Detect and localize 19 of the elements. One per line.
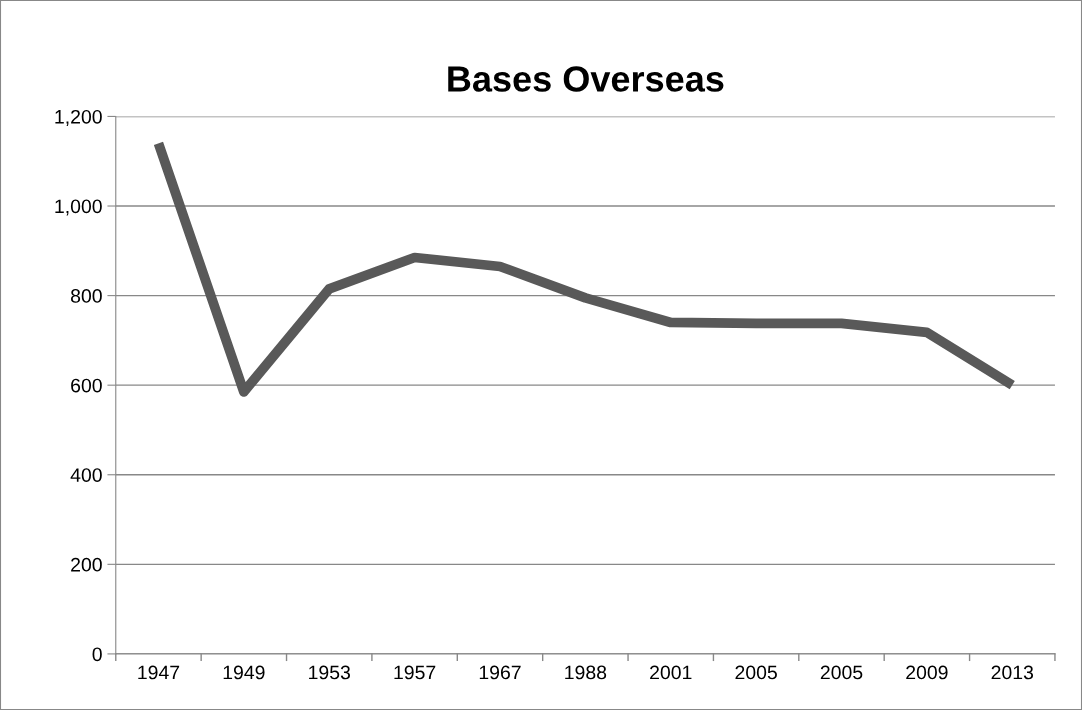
- chart-title: Bases Overseas: [448, 66, 724, 92]
- y-tick-label: 600: [71, 378, 102, 393]
- x-tick-label: 2005: [820, 665, 863, 680]
- x-tick-label: 2001: [650, 665, 692, 680]
- x-tick-label: 2005: [735, 665, 777, 680]
- x-tick-label: 1949: [223, 665, 265, 680]
- x-tick-label: 1953: [309, 665, 350, 680]
- x-tick-label: 2013: [991, 665, 1034, 680]
- x-tick-label: 1988: [565, 665, 607, 680]
- x-tick-label: 1967: [479, 665, 521, 680]
- y-tick-label: 1,000: [55, 199, 102, 216]
- x-tick-label: 1957: [394, 665, 436, 680]
- y-tick-label: 0: [92, 647, 102, 662]
- x-tick-label: 1947: [138, 665, 180, 680]
- y-tick-label: 200: [71, 557, 102, 572]
- x-tick-label: 2009: [906, 665, 948, 680]
- y-tick-label: 400: [70, 468, 102, 482]
- y-tick-label: 800: [70, 289, 102, 303]
- y-tick-label: 1,200: [55, 109, 102, 126]
